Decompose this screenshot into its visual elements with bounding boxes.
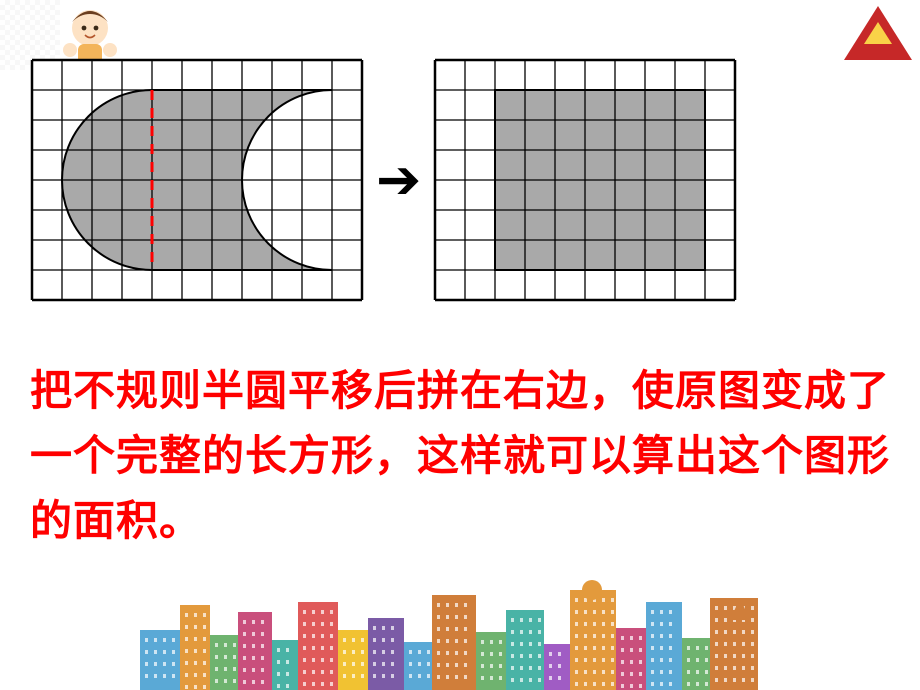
logo-inner-icon	[864, 22, 892, 44]
skyline-illustration	[140, 580, 780, 690]
figure-row: ➔	[30, 50, 890, 310]
right-grid-figure	[433, 58, 737, 302]
arrow-icon: ➔	[376, 153, 421, 207]
explanation-text: 把不规则半圆平移后拼在右边，使原图变成了一个完整的长方形，这样就可以算出这个图形…	[30, 360, 890, 555]
left-grid-figure	[30, 58, 364, 302]
